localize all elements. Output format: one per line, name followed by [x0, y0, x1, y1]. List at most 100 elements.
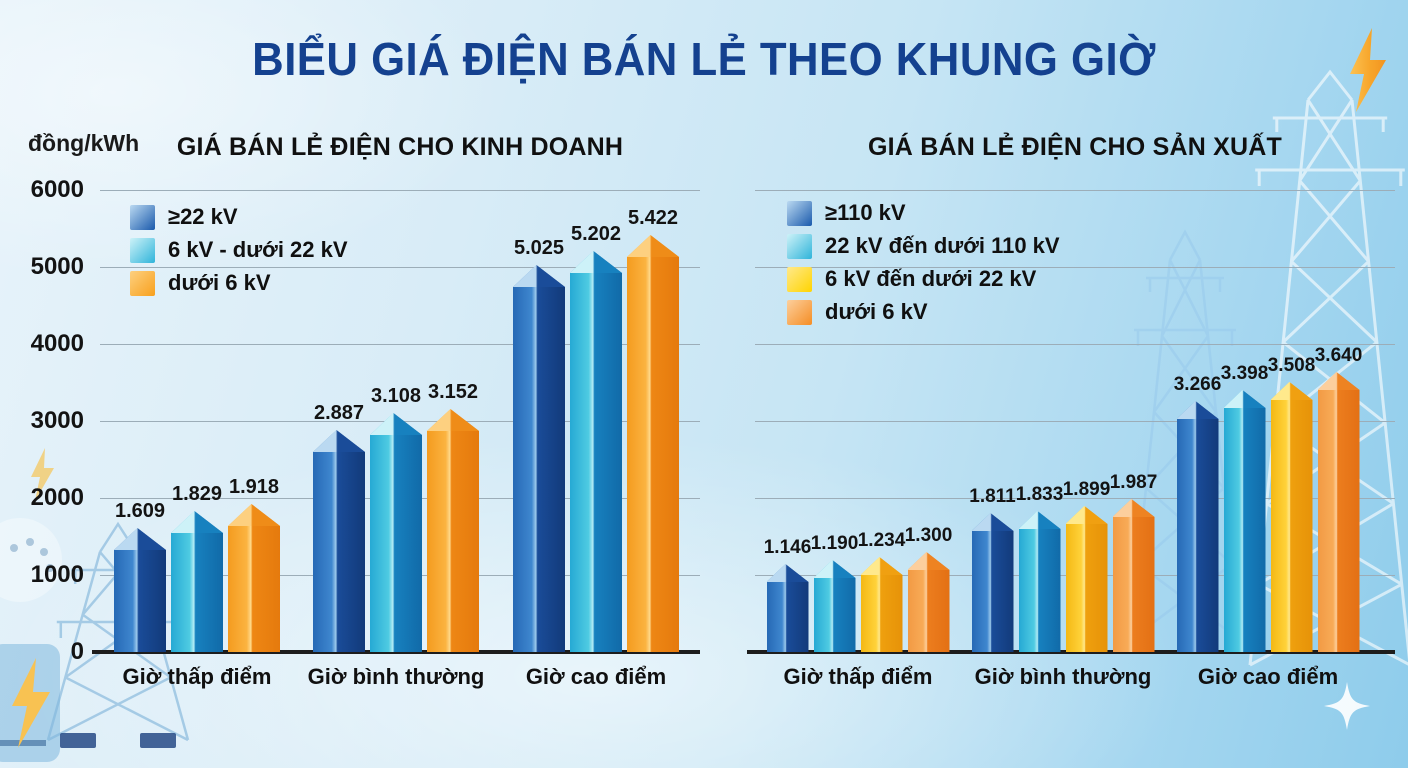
gridline — [755, 344, 1395, 345]
legend-item: 6 kV đến dưới 22 kV — [787, 266, 1060, 292]
bar-value-label: 3.640 — [1314, 345, 1363, 366]
gridline — [100, 267, 700, 268]
bar — [370, 413, 422, 652]
bar-group: 1.146 1.190 1.234 1.300 — [763, 190, 953, 652]
bar — [907, 552, 950, 652]
bar — [570, 251, 622, 652]
bar-value-label: 3.508 — [1267, 355, 1316, 376]
bar-value-label: 3.108 — [370, 385, 422, 407]
gauge-watermark-icon — [0, 518, 62, 602]
lightning-bolt-top-right-icon — [1350, 28, 1386, 112]
bar-group: 2.887 3.108 3.152 — [313, 190, 479, 652]
bar-group: 5.025 5.202 5.422 — [513, 190, 679, 652]
bar-value-label: 1.190 — [810, 533, 859, 554]
y-tick-label: 6000 — [30, 176, 84, 203]
x-axis-baseline — [747, 650, 1395, 654]
bar-value-label: 1.234 — [857, 530, 906, 551]
sparkle-bottom-right-icon — [1324, 682, 1370, 730]
legend-label: dưới 6 kV — [168, 270, 271, 295]
bar-value-label: 1.899 — [1062, 479, 1111, 500]
category-label: Giờ thấp điểm — [783, 664, 933, 689]
bar — [1018, 511, 1061, 652]
lightning-tile-bottom-left-icon — [0, 644, 60, 762]
legend-label: 6 kV đến dưới 22 kV — [825, 266, 1037, 291]
legend-swatch — [130, 204, 155, 230]
plot-area-business: 6000 5000 4000 3000 2000 1000 0 ≥22 kV 6 kV - dư… — [31, 176, 700, 689]
page-title: BIỂU GIÁ ĐIỆN BÁN LẺ THEO KHUNG GIỜ — [252, 33, 1156, 85]
chart-production-title: GIÁ BÁN LẺ ĐIỆN CHO SẢN XUẤT — [868, 133, 1282, 161]
legend: ≥110 kV 22 kV đến dưới 110 kV 6 kV đến dướ… — [787, 200, 1060, 325]
y-tick-label: 3000 — [30, 407, 84, 434]
bar-value-label: 1.609 — [114, 500, 166, 522]
legend-swatch — [787, 266, 812, 292]
gridline — [100, 190, 700, 191]
chart-business-title: GIÁ BÁN LẺ ĐIỆN CHO KINH DOANH — [176, 133, 624, 161]
bar-value-label: 1.146 — [763, 537, 812, 558]
bar-value-label: 5.422 — [627, 207, 679, 229]
bar — [766, 564, 809, 652]
bar-value-label: 5.202 — [570, 223, 622, 245]
bar — [1065, 506, 1108, 652]
bar — [813, 560, 856, 652]
legend-swatch — [787, 299, 812, 325]
legend-swatch — [787, 200, 812, 226]
bar-value-label: 1.300 — [904, 525, 953, 546]
bar-group: 1.811 1.833 1.899 1.987 — [969, 190, 1158, 652]
bar — [513, 265, 565, 652]
bar-value-label: 1.987 — [1109, 472, 1158, 493]
category-label: Giờ bình thường — [307, 664, 485, 689]
bar-value-label: 3.152 — [427, 381, 479, 403]
bar — [1112, 499, 1155, 652]
bar — [1317, 372, 1360, 652]
plot-area-production: ≥110 kV 22 kV đến dưới 110 kV 6 kV đến dướ… — [747, 190, 1395, 689]
bar-group: 3.266 3.398 3.508 3.640 — [1173, 190, 1363, 652]
gridline — [755, 421, 1395, 422]
bar-value-label: 3.398 — [1220, 363, 1269, 384]
chart-production: GIÁ BÁN LẺ ĐIỆN CHO SẢN XUẤT ≥110 kV 22 k… — [747, 133, 1395, 733]
legend-item: 22 kV đến dưới 110 kV — [787, 233, 1060, 259]
bar-value-label: 5.025 — [513, 237, 565, 259]
category-label: Giờ bình thường — [974, 664, 1152, 689]
y-tick-label: 2000 — [30, 484, 84, 511]
y-tick-label: 5000 — [30, 253, 84, 280]
legend-label: ≥22 kV — [168, 204, 238, 229]
bar-group: 1.609 1.829 1.918 — [114, 190, 280, 652]
gridline — [100, 344, 700, 345]
legend-label: 22 kV đến dưới 110 kV — [825, 233, 1060, 258]
legend-swatch — [787, 233, 812, 259]
category-label: Giờ cao điểm — [525, 664, 667, 689]
y-tick-label: 1000 — [30, 561, 84, 588]
legend-swatch — [130, 270, 155, 296]
y-axis-unit-label: đồng/kWh — [28, 130, 140, 156]
legend-item: dưới 6 kV — [130, 270, 348, 296]
gridline — [755, 190, 1395, 191]
legend-item: dưới 6 kV — [787, 299, 1060, 325]
bar-value-label: 1.918 — [228, 476, 280, 498]
legend-item: ≥110 kV — [787, 200, 1060, 226]
bar — [971, 513, 1014, 652]
bar-value-label: 1.811 — [969, 486, 1016, 507]
legend-swatch — [130, 237, 155, 263]
gridline — [755, 498, 1395, 499]
bar-value-label: 1.829 — [171, 483, 223, 505]
legend: ≥22 kV 6 kV - dưới 22 kV dưới 6 kV — [130, 204, 348, 296]
legend-item: 6 kV - dưới 22 kV — [130, 237, 348, 263]
bar — [228, 504, 280, 652]
bar — [627, 235, 679, 652]
bar — [114, 528, 166, 652]
gridline — [755, 267, 1395, 268]
bar — [1223, 390, 1266, 652]
legend-label: ≥110 kV — [825, 200, 906, 225]
category-label: Giờ thấp điểm — [122, 664, 272, 689]
lightning-bolt-left-icon — [31, 448, 54, 501]
bar — [860, 557, 903, 652]
y-tick-label: 4000 — [30, 330, 84, 357]
legend-label: dưới 6 kV — [825, 299, 928, 324]
bar — [313, 430, 365, 652]
bar — [171, 511, 223, 652]
bar — [1176, 401, 1219, 652]
bar-value-label: 3.266 — [1173, 374, 1222, 395]
bar-value-label: 2.887 — [313, 402, 365, 424]
